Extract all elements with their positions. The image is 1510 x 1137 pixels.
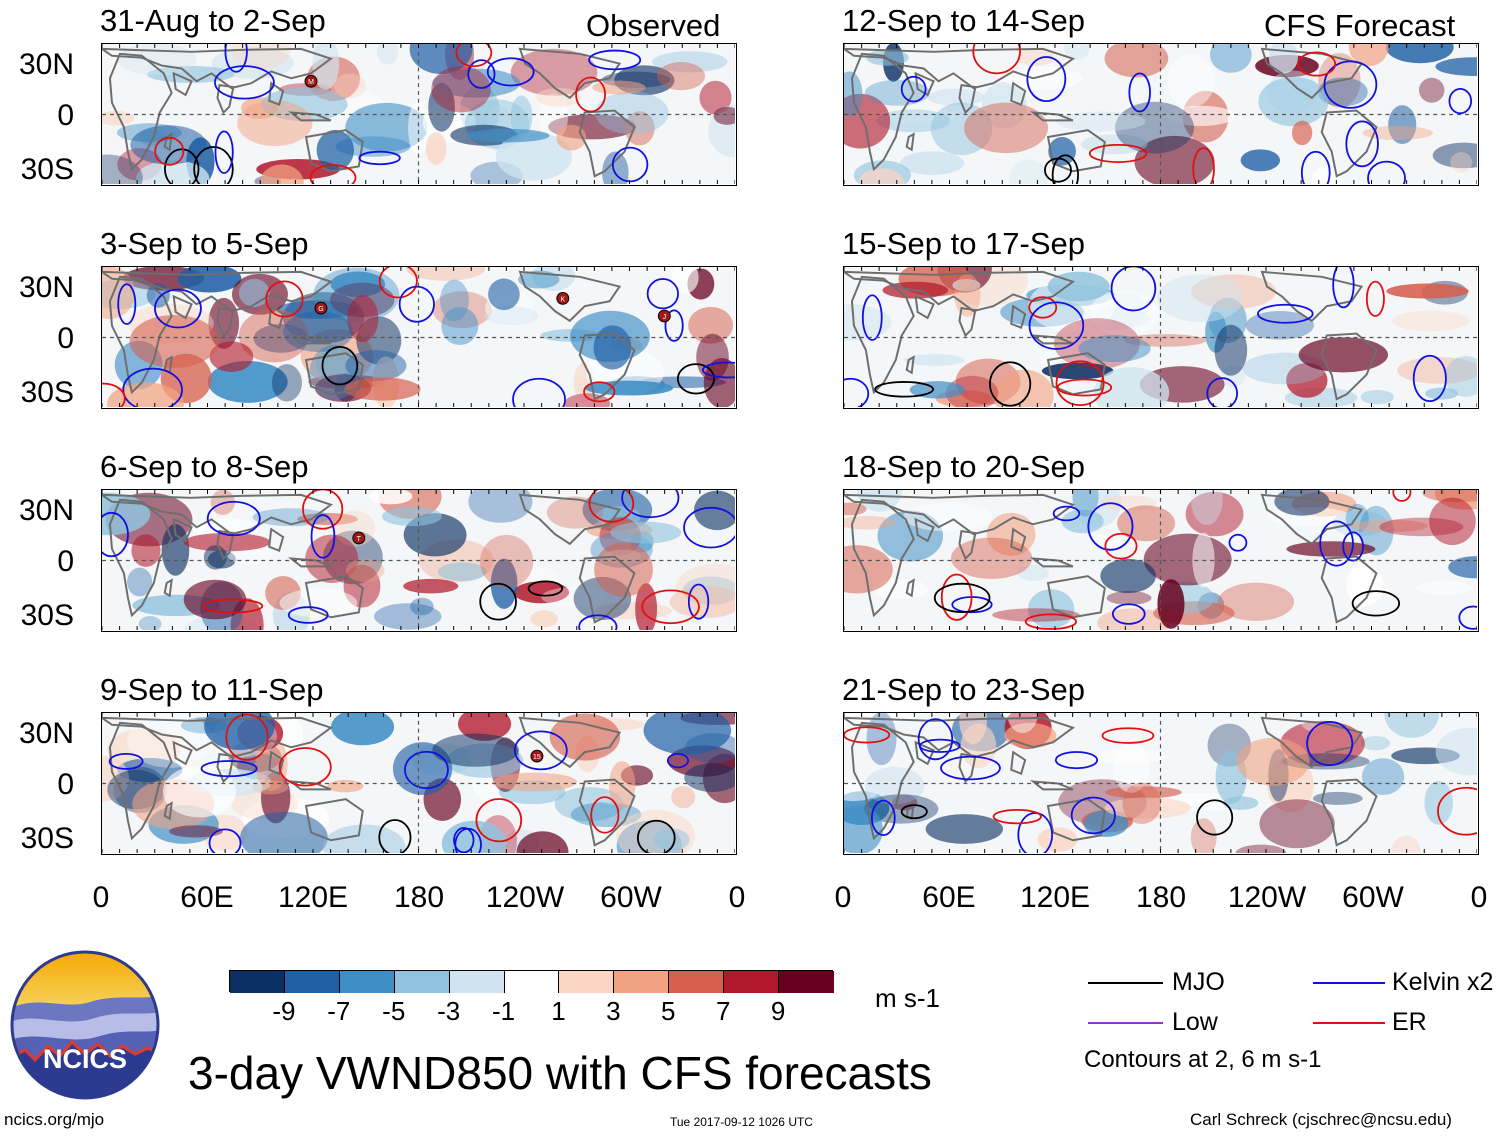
lat-label-row3-1: 0 bbox=[57, 545, 74, 578]
map-panel-obs-3: T bbox=[101, 489, 737, 632]
colorbar-tick-7: 5 bbox=[661, 996, 676, 1026]
storm-marker-2[interactable]: K bbox=[556, 291, 570, 305]
panel-title-obs-2: 3-Sep to 5-Sep bbox=[100, 226, 309, 261]
colorbar-swatch-3 bbox=[394, 971, 450, 993]
ncics-logo[interactable]: NCICS bbox=[10, 950, 160, 1100]
lat-label-row3-2: 30S bbox=[20, 599, 74, 632]
storm-marker-0[interactable]: M bbox=[304, 74, 318, 88]
map-panel-obs-1: M bbox=[101, 43, 737, 186]
lon-label-left-4: 120W bbox=[485, 881, 565, 914]
panel-title-fc-2: 15-Sep to 17-Sep bbox=[842, 226, 1086, 261]
panel-title-obs-3: 6-Sep to 8-Sep bbox=[100, 449, 309, 484]
legend-low-line bbox=[1088, 1022, 1163, 1024]
colorbar-tick-5: 1 bbox=[551, 996, 566, 1026]
footer-credit: Carl Schreck (cjschrec@ncsu.edu) bbox=[1190, 1110, 1452, 1129]
lat-label-row3-0: 30N bbox=[18, 494, 74, 527]
colorbar-tick-2: -5 bbox=[382, 996, 406, 1026]
legend-low-label: Low bbox=[1172, 1008, 1218, 1036]
map-panel-obs-4: 15 bbox=[101, 712, 737, 855]
panel-title-obs-4: 9-Sep to 11-Sep bbox=[100, 672, 324, 707]
lat-label-row2-1: 0 bbox=[57, 322, 74, 355]
colorbar-swatch-4 bbox=[449, 971, 505, 993]
lon-label-right-2: 120E bbox=[1019, 881, 1091, 914]
lat-label-row1-1: 0 bbox=[57, 99, 74, 132]
figure-title: 3-day VWND850 with CFS forecasts bbox=[188, 1047, 932, 1099]
colorbar-tick-9: 9 bbox=[770, 996, 786, 1026]
colorbar bbox=[229, 970, 834, 993]
storm-marker-4[interactable]: T bbox=[352, 531, 366, 545]
svg-text:J: J bbox=[663, 314, 666, 321]
colorbar-tick-8: 7 bbox=[715, 996, 731, 1026]
colorbar-units: m s-1 bbox=[875, 983, 940, 1013]
svg-text:T: T bbox=[357, 536, 362, 543]
svg-text:15: 15 bbox=[533, 754, 541, 761]
lon-label-right-6: 0 bbox=[1470, 881, 1488, 914]
lat-label-row2-0: 30N bbox=[18, 271, 74, 304]
storm-marker-5[interactable]: 15 bbox=[530, 749, 544, 763]
colorbar-swatch-5 bbox=[504, 971, 560, 993]
lon-label-left-6: 0 bbox=[728, 881, 746, 914]
colorbar-swatch-1 bbox=[284, 971, 340, 993]
lon-label-right-1: 60E bbox=[922, 881, 976, 914]
lon-label-left-0: 0 bbox=[92, 881, 110, 914]
legend-er-line bbox=[1313, 1022, 1385, 1024]
legend-kelvin-line bbox=[1313, 982, 1385, 984]
map-panel-fc-2 bbox=[843, 266, 1479, 409]
lon-label-right-3: 180 bbox=[1135, 881, 1187, 914]
panel-title-fc-4: 21-Sep to 23-Sep bbox=[842, 672, 1086, 707]
svg-text:G: G bbox=[318, 306, 323, 313]
footer-timestamp: Tue 2017-09-12 1026 UTC bbox=[670, 1115, 813, 1129]
map-panel-fc-3 bbox=[843, 489, 1479, 632]
colorbar-tick-4: -1 bbox=[491, 996, 516, 1026]
legend-mjo-label: MJO bbox=[1172, 968, 1225, 996]
colorbar-swatch-6 bbox=[559, 971, 615, 993]
legend-er-label: ER bbox=[1392, 1008, 1427, 1036]
svg-text:K: K bbox=[560, 296, 565, 303]
lat-label-row4-0: 30N bbox=[18, 717, 74, 750]
panel-title-fc-3: 18-Sep to 20-Sep bbox=[842, 449, 1086, 484]
lon-label-left-5: 60W bbox=[600, 881, 662, 914]
lon-label-right-4: 120W bbox=[1227, 881, 1307, 914]
map-panel-fc-1 bbox=[843, 43, 1479, 186]
legend-note: Contours at 2, 6 m s-1 bbox=[1084, 1046, 1322, 1073]
legend-kelvin-label: Kelvin x2 bbox=[1392, 968, 1494, 996]
lat-label-row4-1: 0 bbox=[57, 768, 74, 801]
colorbar-swatch-7 bbox=[614, 971, 670, 993]
legend-mjo-line bbox=[1088, 982, 1163, 984]
observed-label: Observed bbox=[586, 8, 721, 43]
colorbar-tick-3: -3 bbox=[437, 996, 461, 1026]
colorbar-tick-6: 3 bbox=[606, 996, 621, 1026]
panel-title-obs-1: 31-Aug to 2-Sep bbox=[100, 3, 326, 38]
colorbar-swatch-8 bbox=[669, 971, 725, 993]
lat-label-row1-0: 30N bbox=[18, 48, 74, 81]
forecast-label: CFS Forecast bbox=[1264, 8, 1456, 43]
lat-label-row1-2: 30S bbox=[20, 153, 74, 186]
footer-url[interactable]: ncics.org/mjo bbox=[4, 1110, 105, 1129]
lat-label-row4-2: 30S bbox=[20, 822, 74, 855]
colorbar-tick-0: -9 bbox=[272, 996, 296, 1026]
map-panel-obs-2: G K J bbox=[101, 266, 737, 409]
colorbar-swatch-10 bbox=[779, 971, 834, 993]
colorbar-swatch-9 bbox=[724, 971, 780, 993]
colorbar-swatch-0 bbox=[230, 971, 285, 993]
lon-label-left-2: 120E bbox=[277, 881, 349, 914]
logo-text: NCICS bbox=[43, 1044, 127, 1074]
panel-title-fc-1: 12-Sep to 14-Sep bbox=[842, 3, 1086, 38]
svg-text:M: M bbox=[308, 79, 314, 86]
lon-label-right-5: 60W bbox=[1342, 881, 1404, 914]
storm-marker-1[interactable]: G bbox=[314, 301, 328, 315]
lon-label-right-0: 0 bbox=[834, 881, 852, 914]
lon-label-left-3: 180 bbox=[393, 881, 445, 914]
lon-label-left-1: 60E bbox=[180, 881, 234, 914]
colorbar-swatch-2 bbox=[339, 971, 395, 993]
colorbar-tick-1: -7 bbox=[327, 996, 351, 1026]
lat-label-row2-2: 30S bbox=[20, 376, 74, 409]
storm-marker-3[interactable]: J bbox=[657, 309, 671, 323]
map-panel-fc-4 bbox=[843, 712, 1479, 855]
